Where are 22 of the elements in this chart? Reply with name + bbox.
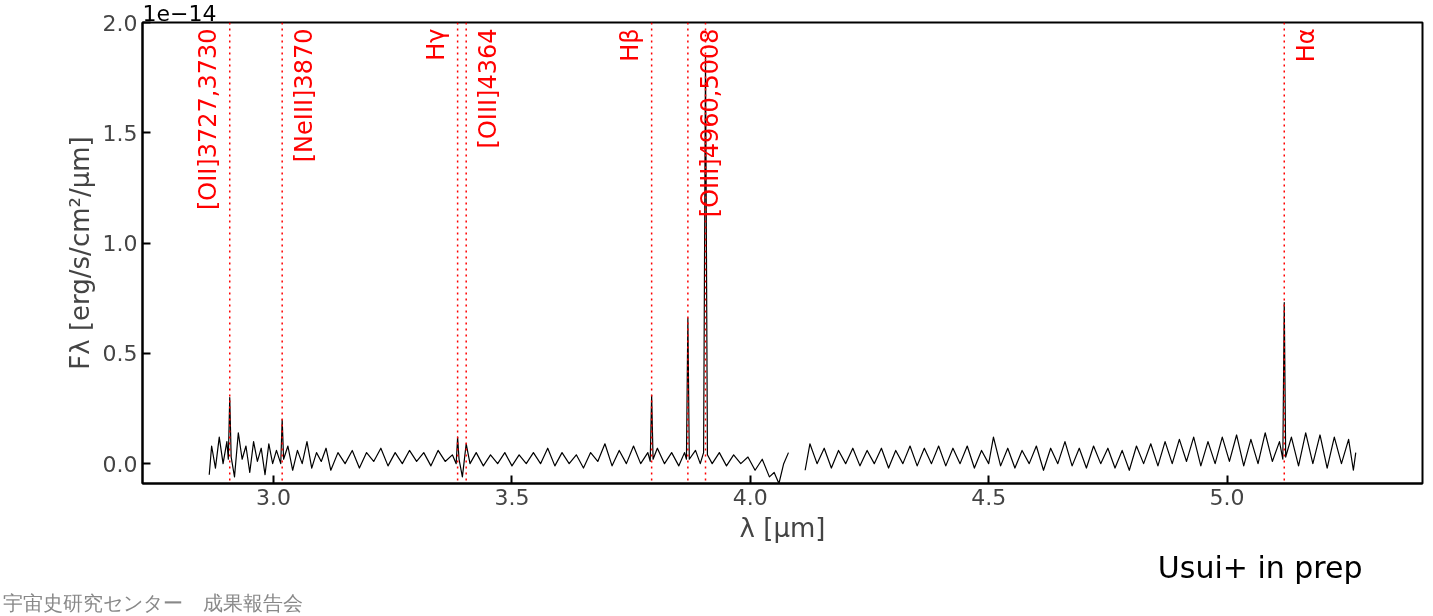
y-tick-label: 1.0 — [102, 231, 138, 257]
y-tick-label: 2.0 — [102, 10, 138, 36]
ref-line-label: Hβ — [615, 28, 644, 62]
x-tick-label: 5.0 — [1209, 484, 1245, 510]
ref-line-label: Hα — [1292, 28, 1321, 63]
x-tick-label: 3.5 — [494, 484, 530, 510]
y-tick-label: 1.5 — [102, 120, 138, 146]
y-tick-label: 0.5 — [102, 341, 138, 367]
ref-line-label: [NeIII]3870 — [290, 28, 319, 163]
ref-line-label: [OIII]4960,5008 — [695, 28, 724, 218]
y-tick-label: 0.0 — [102, 451, 138, 477]
ref-line-label: [OII]3727,3730 — [193, 28, 222, 211]
text: Usui+ in prep — [1157, 549, 1363, 585]
ref-line-label: Hγ — [421, 28, 450, 61]
x-axis-title: λ [μm] — [739, 512, 826, 543]
x-tick-label: 4.0 — [732, 484, 768, 510]
y-axis-title: Fλ [erg/s/cm²/μm] — [64, 136, 95, 370]
x-tick-label: 3.0 — [256, 484, 292, 510]
x-tick-label: 4.5 — [971, 484, 1007, 510]
ref-line-label: [OIII]4364 — [474, 28, 503, 149]
annotation: 1e−14 — [142, 0, 217, 26]
text: 宇宙史研究センター 成果報告会 — [2, 590, 303, 615]
